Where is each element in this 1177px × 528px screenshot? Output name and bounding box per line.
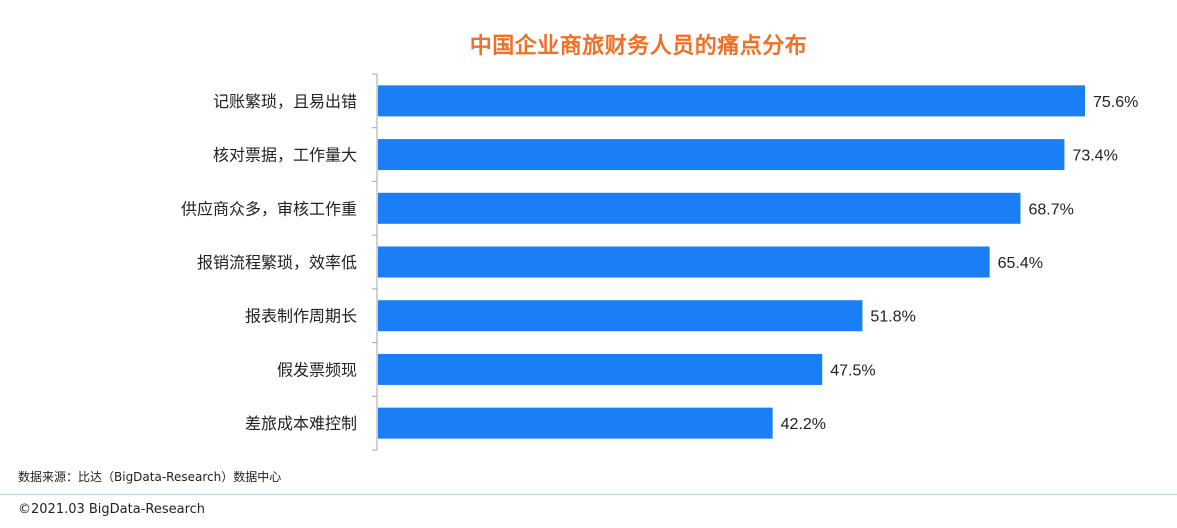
- category-label: 供应商众多，审核工作重: [181, 199, 357, 218]
- chart-title: 中国企业商旅财务人员的痛点分布: [469, 34, 808, 59]
- copyright-text: ©2021.03 BigData-Research: [18, 502, 206, 517]
- bar: [378, 407, 773, 439]
- bar: [378, 139, 1065, 171]
- data-label: 65.4%: [998, 255, 1043, 272]
- data-label: 51.8%: [870, 309, 915, 326]
- bar: [378, 353, 823, 385]
- data-label: 47.5%: [830, 362, 875, 379]
- bar: [378, 300, 863, 332]
- bar: [378, 85, 1085, 117]
- data-label: 73.4%: [1072, 148, 1117, 165]
- source-note: 数据来源：比达（BigData-Research）数据中心: [18, 470, 282, 484]
- category-label: 假发票频现: [277, 360, 357, 379]
- category-label: 报表制作周期长: [245, 307, 357, 326]
- data-label: 42.2%: [781, 416, 826, 433]
- category-label: 核对票据，工作量大: [213, 146, 357, 165]
- footer-divider: [0, 494, 1177, 495]
- data-label: 68.7%: [1028, 201, 1073, 218]
- data-label: 75.6%: [1093, 94, 1138, 111]
- category-label: 差旅成本难控制: [245, 414, 357, 433]
- bar: [378, 246, 990, 278]
- category-label: 记账繁琐，且易出错: [213, 92, 357, 111]
- bar: [378, 192, 1021, 224]
- category-label: 报销流程繁琐，效率低: [197, 253, 357, 272]
